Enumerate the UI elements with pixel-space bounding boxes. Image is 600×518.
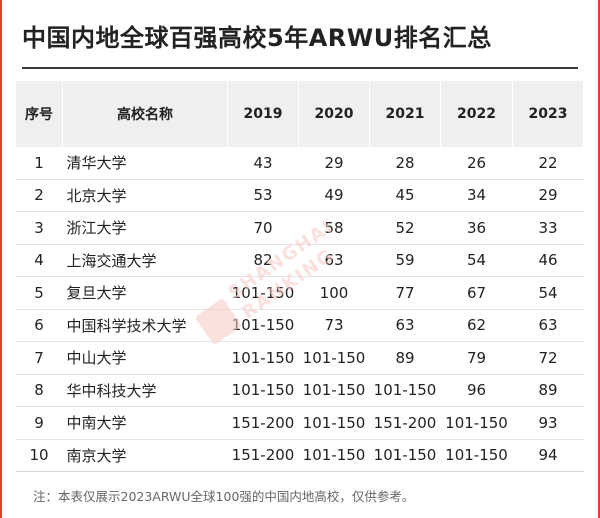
cell-index: 4 [15,244,63,277]
cell-university: 中山大学 [62,341,228,375]
header-2020: 2020 [298,81,370,147]
cell-2021: 52 [369,211,441,245]
cell-index: 7 [15,341,63,375]
table-row: 7 中山大学 101-150 101-150 89 79 72 [15,341,584,375]
cell-2021: 28 [369,147,441,180]
cell-2021: 63 [369,309,441,342]
cell-2023: 63 [512,309,584,342]
ranking-table: 序号 高校名称 2019 2020 2021 2022 2023 1 清华大学 … [15,81,584,472]
cell-2019: 43 [227,147,299,180]
cell-2020: 29 [298,147,370,180]
cell-2020: 101-150 [298,341,370,375]
cell-2020: 101-150 [298,374,370,407]
cell-2019: 101-150 [227,374,299,407]
cell-2019: 151-200 [227,406,299,440]
table-row: 2 北京大学 53 49 45 34 29 [15,179,584,212]
cell-2019: 53 [227,179,299,212]
cell-university: 北京大学 [62,179,228,212]
cell-index: 2 [15,179,63,212]
cell-2022: 54 [440,244,513,277]
cell-2022: 101-150 [440,439,513,472]
page-title: 中国内地全球百强高校5年ARWU排名汇总 [22,24,492,52]
cell-index: 9 [15,406,63,440]
cell-index: 6 [15,309,63,342]
cell-university: 中南大学 [62,406,228,440]
cell-2020: 101-150 [298,406,370,440]
cell-2021: 101-150 [369,439,441,472]
cell-2021: 59 [369,244,441,277]
cell-2022: 26 [440,147,513,180]
cell-2019: 151-200 [227,439,299,472]
cell-university: 复旦大学 [62,276,228,310]
cell-2019: 82 [227,244,299,277]
cell-index: 10 [15,439,63,472]
cell-2019: 101-150 [227,276,299,310]
header-2019: 2019 [227,81,299,147]
cell-2021: 101-150 [369,374,441,407]
cell-2020: 101-150 [298,439,370,472]
cell-university: 南京大学 [62,439,228,472]
cell-2020: 58 [298,211,370,245]
title-divider [22,67,578,69]
cell-2021: 77 [369,276,441,310]
header-2021: 2021 [369,81,441,147]
cell-2023: 72 [512,341,584,375]
cell-index: 5 [15,276,63,310]
cell-2021: 45 [369,179,441,212]
cell-2019: 101-150 [227,309,299,342]
cell-university: 浙江大学 [62,211,228,245]
cell-2023: 94 [512,439,584,472]
cell-2019: 101-150 [227,341,299,375]
cell-university: 中国科学技术大学 [62,309,228,342]
header-index: 序号 [15,81,63,147]
cell-2022: 67 [440,276,513,310]
cell-2020: 49 [298,179,370,212]
cell-index: 8 [15,374,63,407]
cell-2023: 29 [512,179,584,212]
cell-2022: 96 [440,374,513,407]
table-row: 3 浙江大学 70 58 52 36 33 [15,211,584,245]
table-row: 5 复旦大学 101-150 100 77 67 54 [15,276,584,310]
cell-2023: 54 [512,276,584,310]
cell-2022: 34 [440,179,513,212]
cell-university: 华中科技大学 [62,374,228,407]
cell-2023: 46 [512,244,584,277]
cell-2023: 93 [512,406,584,440]
table-row: 6 中国科学技术大学 101-150 73 63 62 63 [15,309,584,342]
cell-2019: 70 [227,211,299,245]
footnote: 注：本表仅展示2023ARWU全球100强的中国内地高校，仅供参考。 [33,489,415,504]
cell-university: 上海交通大学 [62,244,228,277]
cell-2020: 73 [298,309,370,342]
table-row: 1 清华大学 43 29 28 26 22 [15,147,584,180]
table-row: 9 中南大学 151-200 101-150 151-200 101-150 9… [15,406,584,440]
cell-2022: 101-150 [440,406,513,440]
cell-2023: 89 [512,374,584,407]
header-2022: 2022 [440,81,513,147]
table-header-row: 序号 高校名称 2019 2020 2021 2022 2023 [15,81,584,147]
cell-2023: 22 [512,147,584,180]
cell-2022: 62 [440,309,513,342]
table-row: 8 华中科技大学 101-150 101-150 101-150 96 89 [15,374,584,407]
cell-index: 1 [15,147,63,180]
table-row: 4 上海交通大学 82 63 59 54 46 [15,244,584,277]
cell-2022: 36 [440,211,513,245]
cell-2023: 33 [512,211,584,245]
cell-index: 3 [15,211,63,245]
cell-2021: 89 [369,341,441,375]
cell-2020: 63 [298,244,370,277]
header-2023: 2023 [512,81,584,147]
cell-2020: 100 [298,276,370,310]
header-university: 高校名称 [62,81,228,147]
cell-2022: 79 [440,341,513,375]
cell-2021: 151-200 [369,406,441,440]
table-row: 10 南京大学 151-200 101-150 101-150 101-150 … [15,439,584,472]
cell-university: 清华大学 [62,147,228,180]
